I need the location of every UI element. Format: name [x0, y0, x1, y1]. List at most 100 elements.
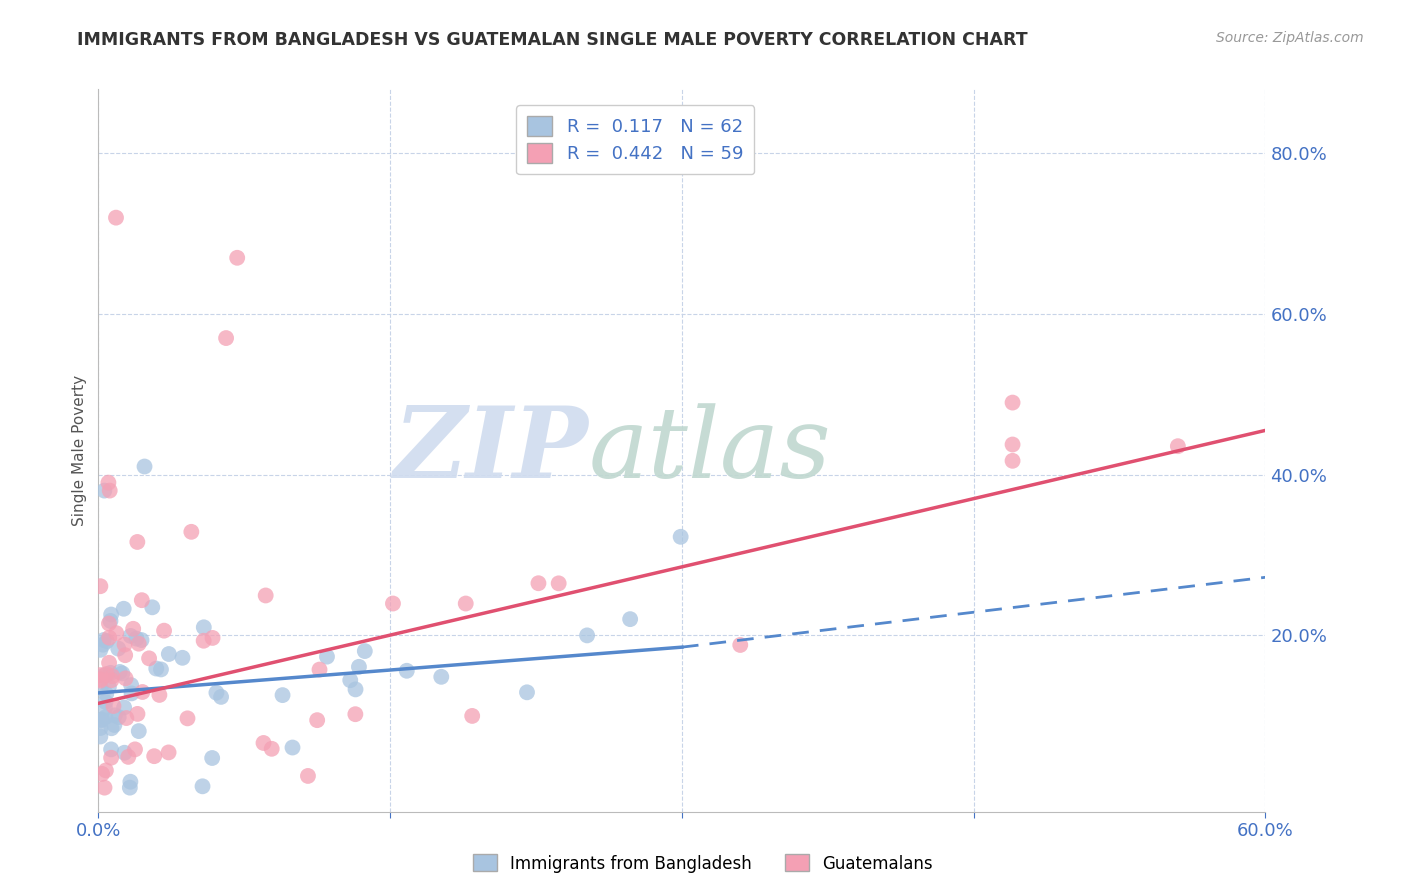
Point	[105, 626, 128, 640]
Point	[353, 644, 375, 658]
Point	[252, 736, 274, 750]
Legend: Immigrants from Bangladesh, Guatemalans: Immigrants from Bangladesh, Guatemalans	[467, 847, 939, 880]
Point	[141, 600, 163, 615]
Point	[105, 211, 128, 225]
Point	[98, 631, 121, 645]
Y-axis label: Single Male Poverty: Single Male Poverty	[72, 375, 87, 526]
Point	[226, 251, 249, 265]
Point	[100, 750, 122, 764]
Point	[122, 622, 145, 636]
Point	[157, 647, 180, 661]
Point	[128, 637, 150, 651]
Point	[108, 665, 131, 679]
Point	[308, 663, 330, 677]
Text: IMMIGRANTS FROM BANGLADESH VS GUATEMALAN SINGLE MALE POVERTY CORRELATION CHART: IMMIGRANTS FROM BANGLADESH VS GUATEMALAN…	[77, 31, 1028, 49]
Point	[89, 673, 111, 688]
Point	[576, 628, 599, 642]
Point	[89, 673, 111, 687]
Point	[254, 589, 277, 603]
Point	[93, 668, 115, 682]
Point	[96, 634, 118, 648]
Point	[125, 632, 148, 646]
Point	[131, 593, 153, 607]
Point	[669, 530, 692, 544]
Point	[120, 629, 142, 643]
Point	[91, 767, 114, 781]
Point	[131, 685, 153, 699]
Point	[100, 614, 122, 628]
Point	[104, 708, 127, 723]
Point	[395, 664, 418, 678]
Point	[138, 651, 160, 665]
Point	[619, 612, 641, 626]
Point	[103, 698, 125, 713]
Point	[115, 711, 138, 725]
Point	[347, 660, 370, 674]
Point	[100, 721, 122, 735]
Point	[191, 780, 214, 794]
Point	[97, 475, 120, 490]
Point	[96, 687, 118, 701]
Point	[121, 686, 143, 700]
Point	[114, 746, 136, 760]
Point	[89, 643, 111, 657]
Point	[149, 662, 172, 676]
Point	[120, 678, 142, 692]
Point	[90, 681, 112, 695]
Point	[103, 718, 125, 732]
Point	[89, 579, 111, 593]
Point	[94, 695, 117, 709]
Text: Source: ZipAtlas.com: Source: ZipAtlas.com	[1216, 31, 1364, 45]
Point	[260, 741, 283, 756]
Point	[1167, 439, 1189, 453]
Point	[89, 730, 111, 744]
Point	[339, 673, 361, 688]
Point	[93, 483, 115, 498]
Point	[93, 633, 115, 648]
Point	[118, 780, 141, 795]
Point	[316, 649, 339, 664]
Point	[94, 710, 117, 724]
Point	[124, 742, 146, 756]
Point	[461, 709, 484, 723]
Text: ZIP: ZIP	[394, 402, 589, 499]
Point	[176, 711, 198, 725]
Point	[100, 607, 122, 622]
Point	[547, 576, 569, 591]
Point	[215, 331, 238, 345]
Point	[131, 633, 153, 648]
Point	[114, 638, 136, 652]
Point	[157, 746, 180, 760]
Point	[94, 701, 117, 715]
Point	[100, 742, 122, 756]
Point	[112, 601, 135, 615]
Point	[128, 724, 150, 739]
Point	[100, 665, 122, 680]
Point	[94, 764, 117, 778]
Point	[107, 641, 129, 656]
Legend: R =  0.117   N = 62, R =  0.442   N = 59: R = 0.117 N = 62, R = 0.442 N = 59	[516, 105, 754, 174]
Point	[111, 666, 134, 681]
Point	[89, 721, 111, 735]
Point	[1001, 395, 1024, 409]
Point	[307, 713, 329, 727]
Point	[93, 780, 115, 795]
Point	[89, 668, 111, 682]
Point	[117, 750, 139, 764]
Point	[114, 648, 136, 663]
Point	[114, 671, 136, 685]
Point	[91, 713, 114, 727]
Point	[153, 624, 176, 638]
Point	[100, 673, 122, 688]
Point	[143, 749, 166, 764]
Point	[98, 483, 121, 498]
Point	[91, 638, 114, 652]
Point	[1001, 454, 1024, 468]
Point	[127, 535, 149, 549]
Point	[89, 714, 111, 728]
Point	[96, 667, 118, 681]
Point	[730, 638, 752, 652]
Point	[1001, 437, 1024, 451]
Point	[430, 670, 453, 684]
Point	[205, 686, 228, 700]
